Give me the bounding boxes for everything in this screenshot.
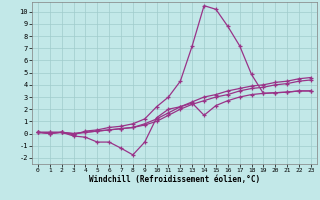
X-axis label: Windchill (Refroidissement éolien,°C): Windchill (Refroidissement éolien,°C) — [89, 175, 260, 184]
